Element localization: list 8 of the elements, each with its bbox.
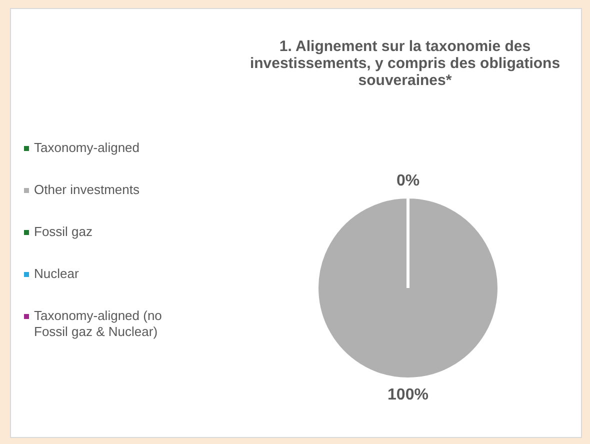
legend-label: Taxonomy-aligned (no Fossil gaz & Nuclear) <box>34 308 163 340</box>
legend-label: Other investments <box>34 182 140 198</box>
legend-label: Nuclear <box>34 266 80 282</box>
legend-label: Fossil gaz <box>34 224 94 240</box>
text: 0% <box>396 172 420 190</box>
chart-title: 1. Alignement sur la taxonomie des investissements, y compris des obligations souveraines* <box>248 38 562 89</box>
data-label: 100% <box>388 386 428 404</box>
legend-label: Taxonomy-aligned <box>34 140 141 156</box>
